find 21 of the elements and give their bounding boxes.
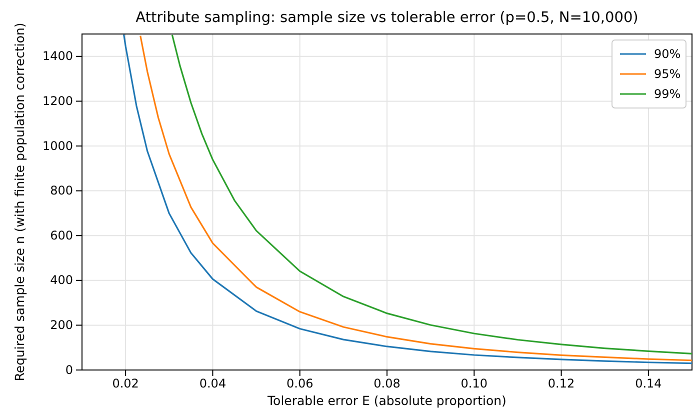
legend-label: 99% bbox=[654, 87, 681, 101]
x-tick-label: 0.08 bbox=[374, 376, 400, 391]
chart-title: Attribute sampling: sample size vs tolerable error (p=0.5, N=10,000) bbox=[136, 10, 638, 26]
y-tick-label: 600 bbox=[50, 228, 73, 242]
y-tick-label: 0 bbox=[65, 362, 73, 377]
y-tick-label: 200 bbox=[50, 318, 73, 332]
y-tick-label: 1000 bbox=[42, 138, 73, 153]
x-tick-label: 0.02 bbox=[112, 376, 139, 391]
y-tick-label: 1200 bbox=[42, 94, 73, 108]
x-tick-label: 0.12 bbox=[548, 376, 575, 391]
x-tick-label: 0.14 bbox=[635, 376, 662, 391]
y-tick-label: 1400 bbox=[42, 49, 73, 64]
x-tick-label: 0.04 bbox=[199, 376, 226, 391]
x-axis-title: Tolerable error E (absolute proportion) bbox=[266, 393, 506, 408]
y-tick-label: 400 bbox=[50, 273, 73, 288]
legend-label: 90% bbox=[654, 47, 681, 61]
x-tick-label: 0.10 bbox=[460, 376, 488, 391]
y-axis-title: Required sample size n (with finite population correction) bbox=[12, 22, 27, 382]
y-tick-label: 800 bbox=[50, 184, 73, 198]
x-tick-label: 0.06 bbox=[286, 376, 314, 391]
legend-label: 95% bbox=[654, 67, 681, 81]
